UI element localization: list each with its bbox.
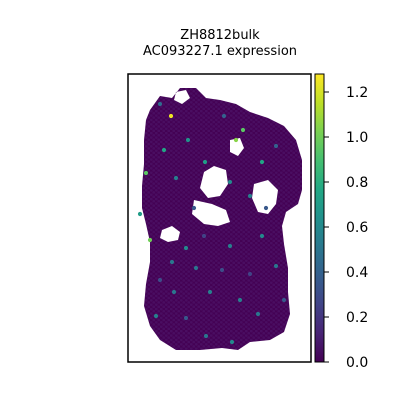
expression-spot (172, 290, 176, 294)
expression-spot (264, 206, 268, 210)
expression-spot (162, 148, 166, 152)
expression-spot (204, 334, 208, 338)
expression-spot (260, 160, 264, 164)
colorbar-ticks: 0.0 0.2 0.4 0.6 0.8 1.0 1.2 (324, 85, 368, 371)
expression-spot (282, 298, 286, 302)
chart-title-line-2: AC093227.1 expression (143, 44, 297, 59)
expression-spot (148, 238, 152, 242)
colorbar-tick-label: 0.2 (346, 310, 368, 326)
colorbar (315, 74, 324, 362)
colorbar-tick-label: 1.0 (346, 130, 368, 146)
expression-spot (234, 138, 238, 142)
expression-spot (274, 264, 278, 268)
expression-spot (208, 290, 212, 294)
expression-spot (184, 316, 188, 320)
expression-spot (230, 340, 234, 344)
expression-spot (144, 171, 148, 175)
expression-spot (174, 176, 178, 180)
colorbar-tick-label: 0.4 (346, 265, 368, 281)
expression-spot (228, 180, 232, 184)
expression-spot (202, 234, 206, 238)
expression-spot (256, 312, 260, 316)
expression-spot (170, 260, 174, 264)
expression-spot (241, 128, 245, 132)
expression-spot (138, 212, 142, 216)
expression-spot (222, 114, 226, 118)
expression-spot (158, 102, 162, 106)
expression-spot (184, 246, 188, 250)
expression-spot (194, 266, 198, 270)
colorbar-tick-label: 0.0 (346, 355, 368, 371)
expression-spot (203, 160, 207, 164)
expression-spot (154, 314, 158, 318)
expression-spot (260, 234, 264, 238)
expression-spot (228, 244, 232, 248)
expression-spot (169, 114, 173, 118)
colorbar-tick-label: 0.8 (346, 175, 368, 191)
chart-title-line-1: ZH8812bulk (180, 28, 260, 43)
expression-spot (238, 298, 242, 302)
expression-spot (274, 144, 278, 148)
expression-spot (248, 194, 252, 198)
colorbar-tick-label: 0.6 (346, 220, 368, 236)
expression-spot (158, 278, 162, 282)
expression-spot (220, 268, 224, 272)
colorbar-tick-label: 1.2 (346, 85, 368, 101)
expression-spot (192, 206, 196, 210)
expression-spot (186, 138, 190, 142)
expression-spot (248, 272, 252, 276)
